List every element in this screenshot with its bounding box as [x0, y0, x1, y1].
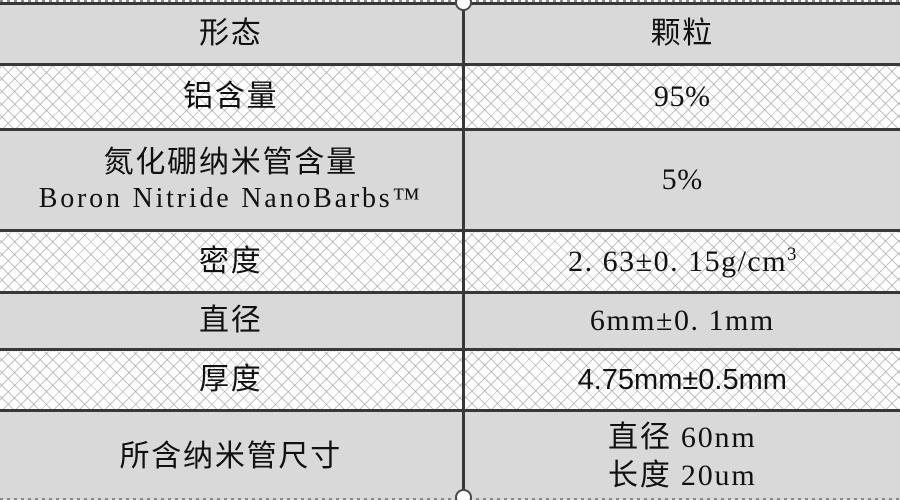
label-text: 铝含量 — [183, 80, 279, 114]
value-text: 4.75mm±0.5mm — [577, 364, 787, 397]
selection-edge-top — [0, 0, 900, 2]
table-row: 密度 2. 63±0. 15g/cm3 — [0, 229, 900, 294]
row-label-diameter: 直径 — [0, 291, 463, 351]
table-row: 铝含量 95% — [0, 63, 900, 131]
label-text: 厚度 — [198, 363, 263, 397]
row-label-thickness: 厚度 — [0, 348, 463, 412]
row-value-bnnt-content: 5% — [461, 128, 900, 232]
table-row: 厚度 4.75mm±0.5mm — [0, 348, 900, 412]
value-text: 颗粒 — [650, 17, 715, 51]
table-row: 直径 6mm±0. 1mm — [0, 291, 900, 351]
label-text: 直径 — [198, 304, 263, 338]
column-resize-handle-bottom[interactable] — [455, 489, 472, 500]
value-text: 2. 63±0. 15g/cm — [568, 244, 788, 278]
label-text-english: Boron Nitride NanoBarbs™ — [38, 183, 423, 215]
row-label-bnnt-content: 氮化硼纳米管含量 Boron Nitride NanoBarbs™ — [0, 128, 463, 232]
value-text: 6mm±0. 1mm — [589, 304, 775, 338]
column-resize-handle-top[interactable] — [455, 0, 472, 11]
table-row: 所含纳米管尺寸 直径 60nm 长度 20um — [0, 409, 900, 500]
row-label-aluminum-content: 铝含量 — [0, 63, 463, 131]
value-text: 5% — [661, 163, 703, 197]
label-text: 氮化硼纳米管含量 — [103, 145, 358, 179]
row-value-nanotube-size: 直径 60nm 长度 20um — [461, 409, 900, 500]
label-text: 所含纳米管尺寸 — [119, 439, 343, 473]
row-label-density: 密度 — [0, 229, 463, 294]
row-value-density: 2. 63±0. 15g/cm3 — [461, 229, 900, 294]
label-text: 密度 — [198, 244, 263, 278]
row-value-morphology: 颗粒 — [461, 2, 900, 66]
table-row: 氮化硼纳米管含量 Boron Nitride NanoBarbs™ 5% — [0, 128, 900, 232]
value-text: 95% — [653, 80, 711, 114]
label-text: 形态 — [198, 17, 263, 51]
row-value-aluminum-content: 95% — [461, 63, 900, 131]
row-label-morphology: 形态 — [0, 2, 463, 66]
selection-edge-bottom — [0, 498, 900, 500]
value-text-length: 长度 20um — [608, 458, 757, 492]
value-text-diameter: 直径 60nm — [608, 421, 757, 455]
row-value-diameter: 6mm±0. 1mm — [461, 291, 900, 351]
value-exponent: 3 — [787, 243, 797, 265]
table-row: 形态 颗粒 — [0, 2, 900, 66]
row-value-thickness: 4.75mm±0.5mm — [461, 348, 900, 412]
row-label-nanotube-size: 所含纳米管尺寸 — [0, 409, 463, 500]
